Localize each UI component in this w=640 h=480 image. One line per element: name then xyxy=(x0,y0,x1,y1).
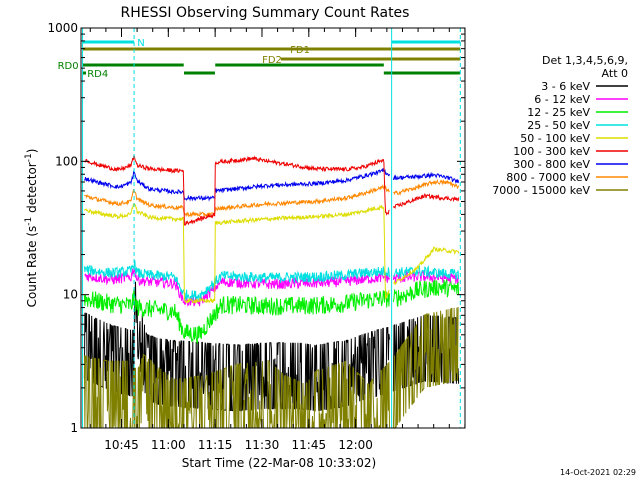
legend-header-attenuator: Att 0 xyxy=(602,67,628,80)
flag-label-rd0: RD0 xyxy=(58,61,79,72)
flag-label-n: N xyxy=(137,38,144,49)
series-line-300-800-kev xyxy=(84,167,460,202)
x-axis-label: Start Time (22-Mar-08 10:33:02) xyxy=(182,456,376,470)
y-tick-label: 1 xyxy=(70,421,78,435)
legend-label: 25 - 50 keV xyxy=(527,119,590,132)
y-tick-label: 100 xyxy=(55,154,78,168)
flag-label-rd4: RD4 xyxy=(87,69,108,80)
legend-label: 50 - 100 keV xyxy=(520,132,590,145)
y-axis-label: Count Rate (s-1 detector-1) xyxy=(24,149,39,308)
chart-title: RHESSI Observing Summary Count Rates xyxy=(121,5,410,21)
data-series xyxy=(83,155,460,430)
x-tick-label: 11:45 xyxy=(292,438,327,452)
y-tick-label: 1000 xyxy=(47,21,78,35)
flag-vertical-lines xyxy=(82,28,461,428)
footer-timestamp: 14-Oct-2021 02:29 xyxy=(560,468,636,477)
series-line-6-12-kev xyxy=(84,267,459,307)
y-axis-label-mid: detector xyxy=(25,162,39,217)
y-axis-label-end: ) xyxy=(25,149,39,154)
legend-label: 300 - 800 keV xyxy=(513,158,590,171)
series-line-100-300-kev xyxy=(84,155,460,227)
legend-label: 3 - 6 keV xyxy=(541,80,590,93)
x-axis-ticks: 10:45 11:00 11:15 11:30 11:45 12:00 xyxy=(89,28,466,452)
flag-label-fd2: FD2 xyxy=(262,55,282,66)
flag-bars: N FD1 FD2 RD0 RD4 xyxy=(58,38,461,80)
legend-header-detectors: Det 1,3,4,5,6,9, xyxy=(542,54,628,67)
series-line-50-100-kev xyxy=(84,203,460,304)
series-line-25-50-kev xyxy=(83,260,460,302)
series-line-800-7000-kev xyxy=(84,179,460,218)
x-tick-label: 11:00 xyxy=(151,438,186,452)
x-tick-label: 10:45 xyxy=(104,438,139,452)
plot-frame xyxy=(80,27,466,429)
legend-label: 100 - 300 keV xyxy=(513,145,590,158)
series-line-7000-15000-kev xyxy=(83,307,459,430)
x-tick-label: 11:30 xyxy=(245,438,280,452)
legend-label: 12 - 25 keV xyxy=(527,106,590,119)
flag-label-fd1: FD1 xyxy=(290,45,310,56)
legend-label: 800 - 7000 keV xyxy=(506,171,590,184)
y-axis-label-sup-2: -1 xyxy=(24,153,34,162)
y-tick-label: 10 xyxy=(63,288,78,302)
y-axis-label-main: Count Rate (s xyxy=(25,226,39,308)
x-tick-label: 11:15 xyxy=(198,438,233,452)
legend-label: 7000 - 15000 keV xyxy=(492,184,590,197)
x-tick-label: 12:00 xyxy=(338,438,373,452)
series-line-12-25-kev xyxy=(83,278,460,344)
y-axis-ticks: 1 10 100 1000 xyxy=(47,21,465,435)
legend-label: 6 - 12 keV xyxy=(534,93,590,106)
y-axis-label-sup-1: -1 xyxy=(24,217,34,226)
